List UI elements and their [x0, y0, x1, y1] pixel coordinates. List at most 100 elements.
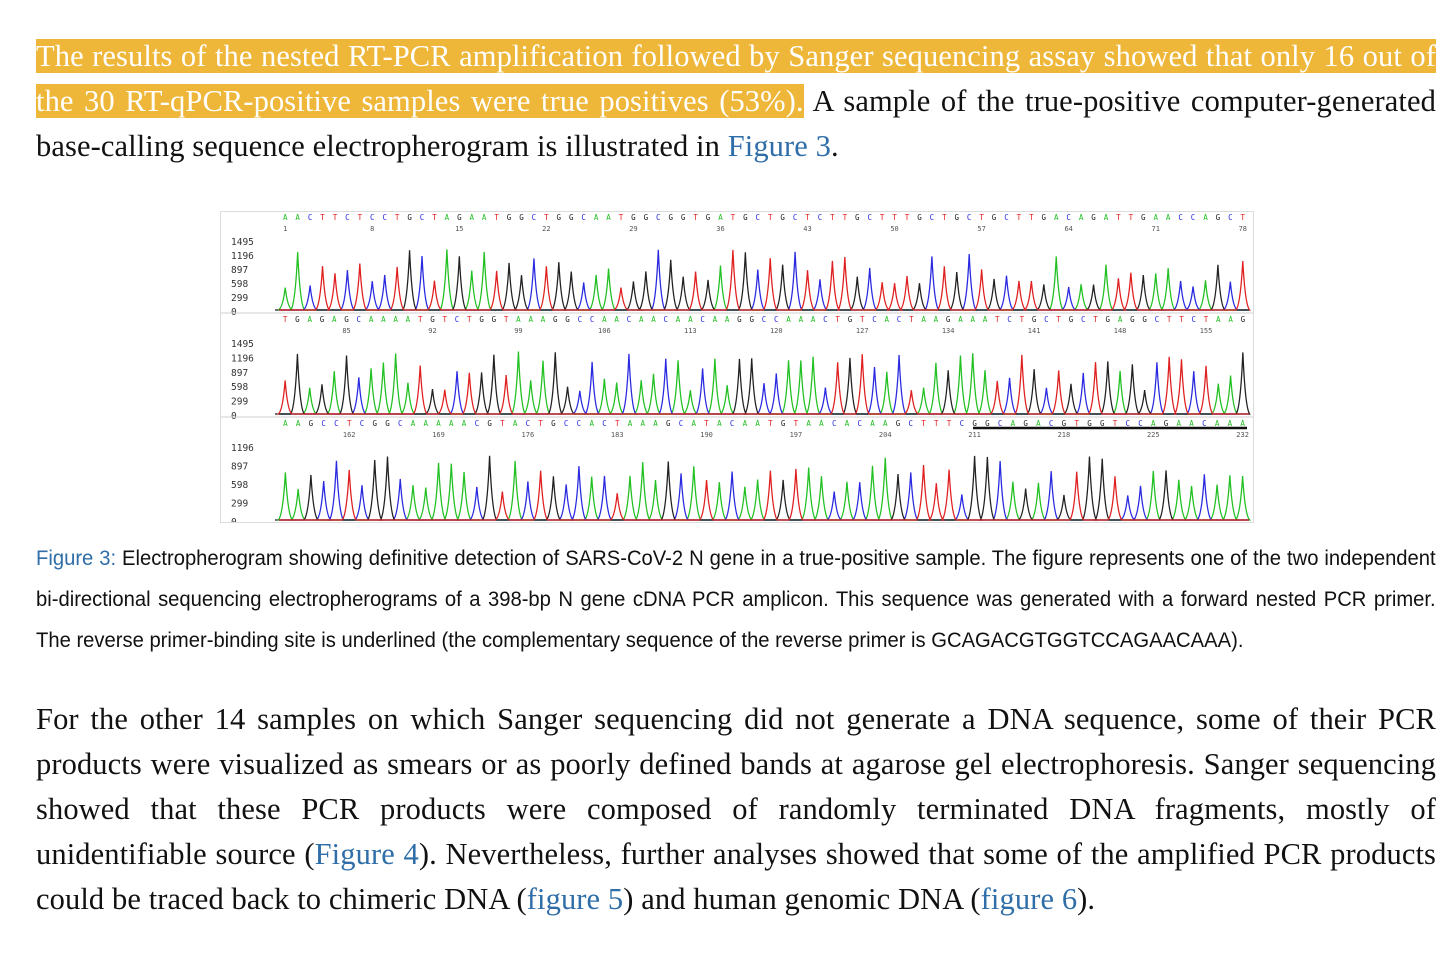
- y-tick-label: 598: [231, 480, 248, 491]
- base-letter: G: [1141, 213, 1146, 222]
- y-tick-label: 897: [231, 265, 248, 276]
- base-letter: A: [640, 419, 645, 428]
- base-letter: G: [946, 315, 951, 324]
- base-letter: T: [494, 213, 499, 222]
- base-letter: C: [930, 213, 935, 222]
- base-letter: A: [614, 315, 619, 324]
- figure-3-link[interactable]: Figure 3: [727, 129, 831, 163]
- base-letter: A: [1228, 419, 1233, 428]
- base-letter: G: [972, 419, 977, 428]
- base-letter: C: [526, 419, 531, 428]
- base-letter: A: [513, 419, 518, 428]
- base-letter: G: [457, 213, 462, 222]
- base-letter: A: [469, 213, 474, 222]
- base-letter: G: [385, 419, 390, 428]
- y-tick-label: 299: [231, 397, 248, 408]
- base-letter: G: [492, 315, 497, 324]
- base-letter: A: [381, 315, 386, 324]
- position-label: 64: [1064, 225, 1072, 233]
- base-letter: T: [909, 315, 914, 324]
- base-letter: G: [372, 419, 377, 428]
- base-letter: A: [1228, 315, 1233, 324]
- base-letter: C: [1125, 419, 1130, 428]
- base-letter: T: [768, 419, 773, 428]
- base-letter: T: [432, 213, 437, 222]
- base-letter: A: [806, 419, 811, 428]
- base-letter: T: [443, 315, 448, 324]
- base-letter: A: [436, 419, 441, 428]
- position-label: 183: [611, 431, 624, 439]
- base-letter: G: [519, 213, 524, 222]
- base-letter: A: [983, 315, 988, 324]
- base-letter: A: [639, 315, 644, 324]
- base-letter: T: [538, 419, 543, 428]
- position-label: 190: [700, 431, 713, 439]
- position-label: 57: [977, 225, 985, 233]
- base-letter: A: [606, 213, 611, 222]
- base-letter: T: [794, 419, 799, 428]
- base-letter: C: [590, 315, 595, 324]
- base-letter: G: [1023, 419, 1028, 428]
- trace-t: [279, 464, 1249, 521]
- base-letter: T: [1056, 315, 1061, 324]
- base-letter: G: [1216, 213, 1221, 222]
- figure-5-link[interactable]: figure 5: [526, 882, 624, 916]
- caption-label: Figure 3:: [36, 546, 117, 570]
- trace-a: [279, 351, 1249, 415]
- position-label: 120: [770, 327, 783, 335]
- base-letter: C: [1191, 213, 1196, 222]
- base-letter: T: [693, 213, 698, 222]
- base-letter: C: [475, 419, 480, 428]
- base-letter: A: [725, 315, 730, 324]
- base-letter: T: [1116, 213, 1121, 222]
- base-letter: T: [619, 213, 624, 222]
- base-letter: C: [762, 315, 767, 324]
- trace-g: [279, 250, 1249, 311]
- y-tick-label: 299: [231, 499, 248, 510]
- base-letter: A: [449, 419, 454, 428]
- base-letter: C: [1081, 315, 1086, 324]
- base-letter: C: [382, 213, 387, 222]
- base-letter: C: [1004, 213, 1009, 222]
- base-letter: G: [954, 213, 959, 222]
- base-letter: A: [921, 315, 926, 324]
- position-label: 8: [370, 225, 374, 233]
- base-letter: T: [860, 315, 865, 324]
- position-label: 162: [343, 431, 356, 439]
- position-label: 141: [1028, 327, 1041, 335]
- base-letter: C: [867, 213, 872, 222]
- y-tick-label: 598: [231, 279, 248, 290]
- figure-caption: Figure 3: Electropherogram showing defin…: [36, 538, 1436, 661]
- position-label: 204: [879, 431, 892, 439]
- position-label: 22: [542, 225, 550, 233]
- base-letter: C: [1049, 419, 1054, 428]
- figure-6-link[interactable]: figure 6: [980, 882, 1078, 916]
- base-letter: G: [668, 213, 673, 222]
- base-letter: A: [369, 315, 374, 324]
- base-letter: G: [1091, 213, 1096, 222]
- base-letter: A: [755, 419, 760, 428]
- figure-4-link[interactable]: Figure 4: [314, 837, 419, 871]
- base-letter: A: [934, 315, 939, 324]
- base-letter: T: [947, 419, 952, 428]
- base-letter: G: [781, 419, 786, 428]
- base-letter: G: [507, 213, 512, 222]
- base-letter: T: [880, 213, 885, 222]
- base-letter: A: [628, 419, 633, 428]
- base-letter: G: [896, 419, 901, 428]
- base-letter: T: [358, 213, 363, 222]
- base-letter: T: [768, 213, 773, 222]
- position-label: 85: [342, 327, 350, 335]
- base-letter: T: [418, 315, 423, 324]
- base-letter: C: [334, 419, 339, 428]
- base-letter: T: [995, 315, 1000, 324]
- trace-t: [276, 354, 1249, 415]
- base-letter: T: [615, 419, 620, 428]
- base-letter: T: [500, 419, 505, 428]
- base-letter: C: [909, 419, 914, 428]
- base-letter: C: [357, 315, 362, 324]
- base-letter: G: [1069, 315, 1074, 324]
- base-letter: A: [688, 315, 693, 324]
